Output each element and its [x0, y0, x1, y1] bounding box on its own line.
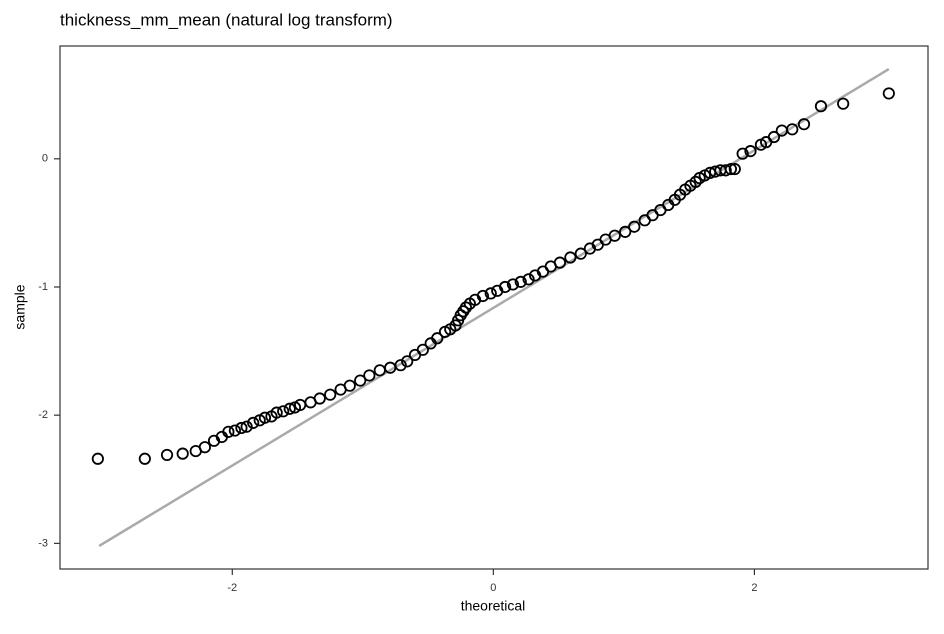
point — [235, 421, 248, 435]
x-tick-label: 0 — [490, 582, 496, 594]
point — [574, 247, 587, 260]
point — [270, 406, 283, 419]
y-axis-label: sample — [12, 284, 28, 329]
point — [498, 280, 512, 294]
point — [431, 332, 444, 345]
point — [514, 275, 527, 288]
point — [767, 130, 781, 144]
point — [522, 273, 535, 286]
point — [484, 287, 497, 300]
y-tick-label: -2 — [38, 409, 48, 421]
point — [797, 118, 811, 131]
point — [744, 145, 757, 158]
point — [882, 87, 895, 100]
point — [459, 301, 473, 314]
x-tick-label: 2 — [751, 582, 757, 594]
point — [198, 441, 211, 454]
x-tick-label: -2 — [227, 582, 237, 594]
point — [247, 416, 260, 429]
point — [564, 251, 577, 264]
point — [324, 388, 337, 401]
x-axis-label: theoretical — [461, 598, 526, 614]
plot-frame — [59, 45, 929, 570]
point — [222, 425, 235, 438]
y-tick-label: 0 — [42, 153, 48, 165]
point — [228, 424, 242, 437]
point — [619, 225, 632, 238]
y-tick-label: -1 — [38, 281, 48, 293]
point — [401, 355, 414, 368]
point — [138, 452, 151, 465]
point — [608, 229, 621, 242]
point — [628, 220, 641, 233]
point — [313, 392, 326, 405]
point — [814, 100, 828, 113]
point — [736, 147, 749, 160]
point — [837, 97, 850, 110]
point — [354, 374, 367, 387]
point — [160, 448, 174, 462]
point — [343, 379, 356, 392]
point — [689, 175, 702, 188]
point — [91, 452, 104, 465]
point — [277, 405, 290, 418]
point — [258, 411, 272, 424]
point — [394, 359, 407, 372]
point — [416, 343, 429, 356]
y-tick-label: -3 — [38, 537, 48, 549]
point — [719, 164, 732, 177]
chart-title: thickness_mm_mean (natural log transform… — [60, 10, 393, 29]
point — [176, 447, 189, 460]
point — [506, 278, 520, 291]
point — [373, 364, 386, 377]
point — [240, 420, 253, 433]
point — [283, 402, 296, 415]
point — [786, 123, 799, 136]
point — [476, 289, 490, 303]
point — [724, 162, 738, 176]
point — [553, 256, 567, 269]
point — [728, 162, 741, 176]
point — [363, 369, 376, 382]
